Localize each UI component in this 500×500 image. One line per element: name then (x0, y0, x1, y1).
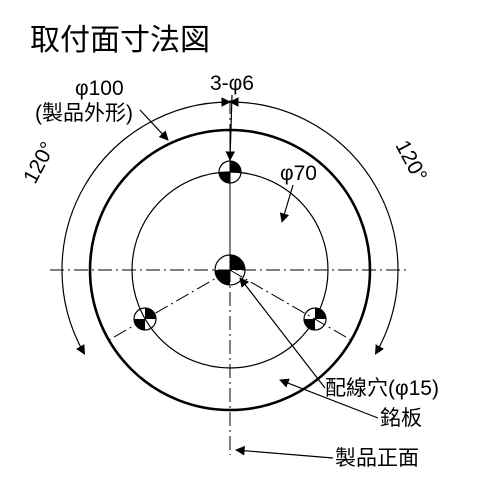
leader-front (236, 450, 333, 458)
label-outer-dia: φ100 (75, 77, 124, 100)
label-angle-left: 120° (19, 138, 60, 187)
label-nameplate: 銘板 (380, 407, 422, 430)
radial-br (230, 270, 351, 340)
title: 取付面寸法図 (30, 24, 210, 57)
leader-wire (240, 278, 325, 388)
label-front: 製品正面 (335, 447, 419, 470)
hole-top (219, 161, 241, 183)
hole-bl (134, 308, 156, 330)
angle-arc-right (230, 102, 398, 354)
radial-bl (109, 270, 230, 340)
label-wire-hole: 配線穴(φ15) (325, 377, 439, 400)
label-holes: 3-φ6 (210, 72, 254, 95)
label-outer-note: (製品外形) (35, 102, 133, 125)
label-angle-right: 120° (391, 137, 432, 186)
hole-br (304, 308, 326, 330)
label-pitch: φ70 (280, 162, 317, 185)
center-mark (215, 255, 245, 285)
